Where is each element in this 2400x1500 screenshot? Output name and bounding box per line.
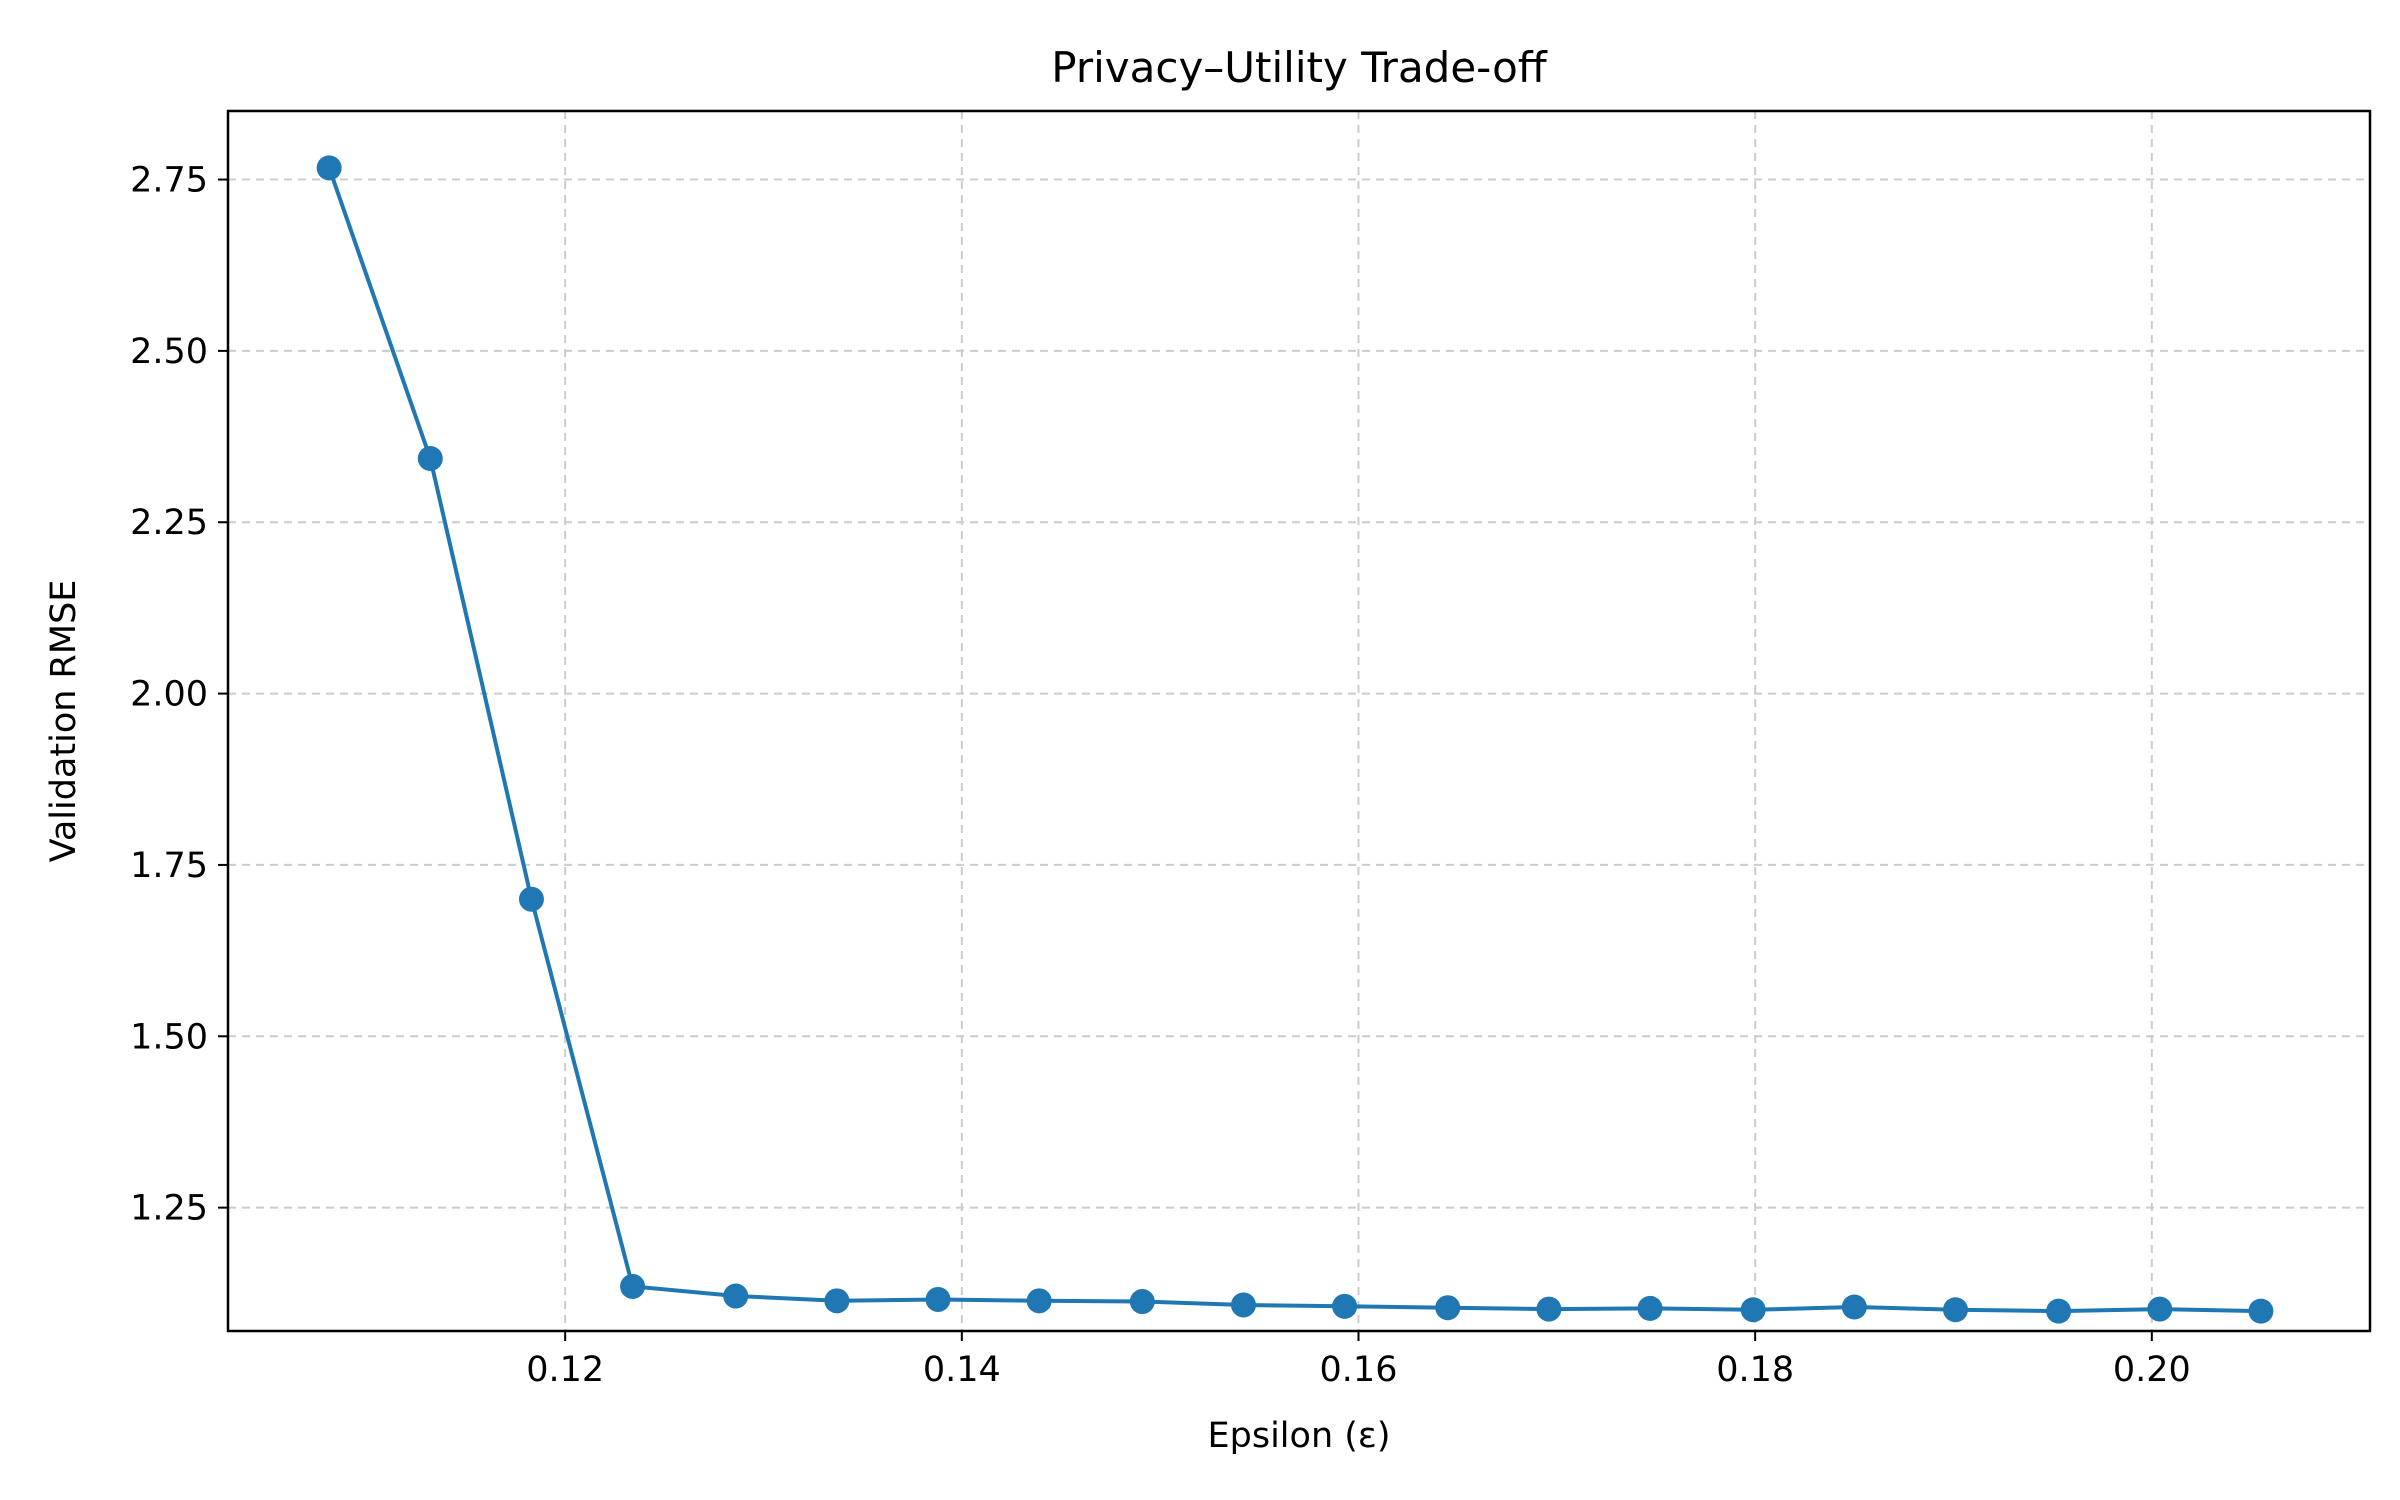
data-point <box>518 886 544 912</box>
data-point <box>2248 1298 2274 1324</box>
chart-title: Privacy–Utility Trade-off <box>1051 43 1548 92</box>
x-tick-label: 0.20 <box>2113 1350 2191 1390</box>
data-point <box>2046 1298 2072 1324</box>
plot-frame <box>226 109 2372 1333</box>
x-tick-label: 0.16 <box>1320 1350 1398 1390</box>
y-axis-ticks: 1.25 1.50 1.75 2.00 2.25 2.50 2.75 <box>130 161 228 1229</box>
x-tick-label: 0.12 <box>526 1350 604 1390</box>
x-tick-label: 0.18 <box>1716 1350 1794 1390</box>
y-tick-label: 1.75 <box>130 846 208 886</box>
x-axis-ticks: 0.12 0.14 0.16 0.18 0.20 <box>526 1331 2191 1390</box>
data-point <box>620 1273 646 1299</box>
y-axis-label: Validation RMSE <box>44 580 84 863</box>
y-tick-label: 2.00 <box>130 675 208 715</box>
data-point <box>1740 1297 1766 1323</box>
grid-lines <box>228 111 2370 1331</box>
data-point <box>2147 1296 2173 1322</box>
y-tick-label: 2.75 <box>130 161 208 201</box>
y-tick-label: 1.25 <box>130 1189 208 1229</box>
data-point <box>1536 1296 1562 1322</box>
data-point <box>824 1288 850 1314</box>
series-line <box>327 167 2261 1314</box>
data-point <box>1129 1289 1155 1315</box>
data-point <box>925 1286 951 1312</box>
x-tick-label: 0.14 <box>923 1350 1001 1390</box>
x-axis-label: Epsilon (ε) <box>1208 1416 1391 1456</box>
data-point <box>1332 1293 1358 1319</box>
series-layer <box>316 155 2274 1324</box>
data-point <box>723 1283 749 1309</box>
data-point <box>1841 1294 1867 1320</box>
y-tick-label: 1.50 <box>130 1017 208 1057</box>
data-point <box>316 155 342 181</box>
y-tick-label: 2.50 <box>130 332 208 372</box>
data-point <box>1026 1288 1052 1314</box>
y-tick-label: 2.25 <box>130 503 208 543</box>
data-point <box>1942 1297 1968 1323</box>
data-point <box>417 445 443 471</box>
data-point <box>1435 1295 1461 1321</box>
data-point <box>1230 1292 1256 1318</box>
data-point <box>1637 1295 1663 1321</box>
